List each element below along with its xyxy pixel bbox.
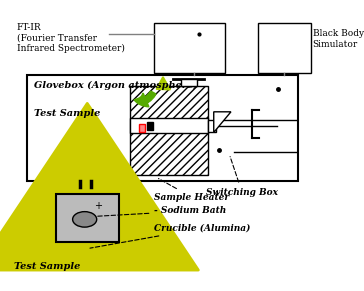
Bar xyxy=(147,122,154,130)
FancyArrowPatch shape xyxy=(157,77,170,89)
FancyArrowPatch shape xyxy=(135,91,155,107)
Polygon shape xyxy=(214,112,231,132)
Text: +: + xyxy=(94,200,102,211)
Bar xyxy=(27,75,298,181)
Bar xyxy=(130,118,208,133)
Bar xyxy=(258,23,311,73)
Text: Test Sample: Test Sample xyxy=(34,109,100,118)
Text: - Sodium Bath: - Sodium Bath xyxy=(90,207,227,217)
Text: Glovebox (Argon atmosphere): Glovebox (Argon atmosphere) xyxy=(34,81,198,90)
Bar xyxy=(51,187,124,247)
Text: Switching Box: Switching Box xyxy=(206,157,278,196)
Bar xyxy=(130,86,208,175)
Bar xyxy=(208,120,216,132)
Text: Test Sample: Test Sample xyxy=(14,262,80,272)
Text: Sample Heater: Sample Heater xyxy=(154,179,229,202)
Ellipse shape xyxy=(72,212,97,227)
Bar xyxy=(56,194,119,242)
Text: Black Body
Simulator: Black Body Simulator xyxy=(313,29,364,49)
Text: Crucible (Alumina): Crucible (Alumina) xyxy=(90,224,251,248)
Text: FT-IR
(Fourier Transfer
Infrared Spectrometer): FT-IR (Fourier Transfer Infrared Spectro… xyxy=(17,23,124,53)
Bar xyxy=(181,79,197,86)
Bar xyxy=(139,124,145,132)
Bar xyxy=(154,23,225,73)
